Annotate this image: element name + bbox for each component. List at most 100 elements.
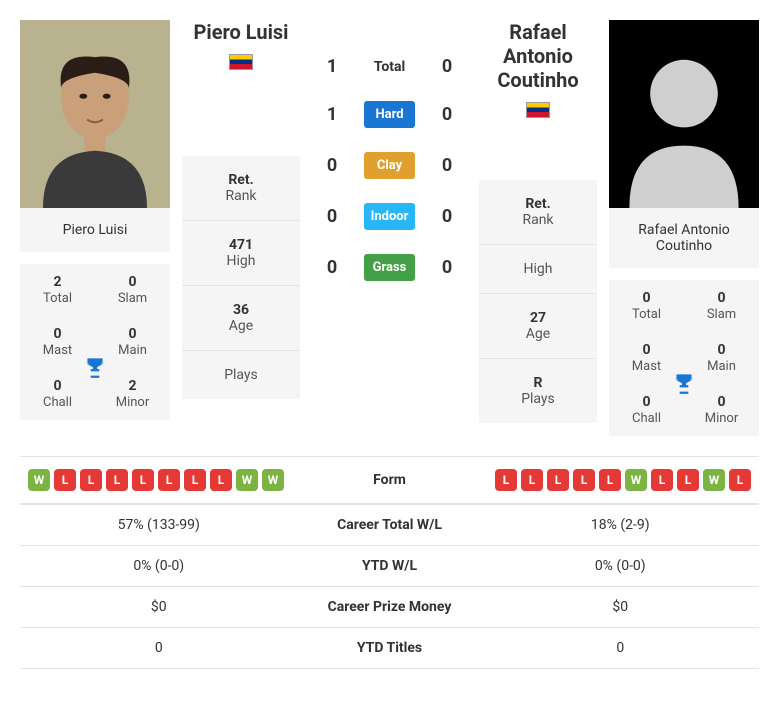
form-badge[interactable]: W: [625, 469, 647, 491]
p1-age-val: 36: [186, 302, 296, 318]
form-badge[interactable]: L: [729, 469, 751, 491]
h2h-row: 0Clay0: [312, 152, 467, 179]
p2-main-lbl: Main: [707, 359, 736, 374]
form-badge[interactable]: L: [521, 469, 543, 491]
player2-silhouette: [619, 39, 749, 208]
h2h-p1-score: 0: [312, 257, 352, 278]
p2-age-val: 27: [483, 310, 593, 326]
form-badge[interactable]: W: [28, 469, 50, 491]
h2h-row: 0 Indoor 0: [312, 203, 467, 230]
stat-label: YTD W/L: [290, 558, 490, 574]
player1-titles: 2Total 0Slam 0Mast 0Main 0Chall 2Minor: [20, 264, 170, 420]
p2-mast-val: 0: [613, 342, 680, 358]
player1-heading: Piero Luisi: [182, 20, 300, 44]
p1-age-lbl: Age: [229, 318, 253, 334]
form-badge[interactable]: L: [106, 469, 128, 491]
form-badge[interactable]: L: [158, 469, 180, 491]
p1-chall-val: 0: [24, 378, 91, 394]
stat-label: Career Prize Money: [290, 599, 490, 615]
player1-name: Piero Luisi: [20, 208, 170, 252]
stat-row: 0% (0-0)YTD W/L0% (0-0): [20, 546, 759, 587]
form-badge[interactable]: W: [262, 469, 284, 491]
player1-header: Piero Luisi Ret.Rank 471High 36Age Plays: [182, 20, 300, 399]
form-badge[interactable]: L: [495, 469, 517, 491]
h2h-row: 1 Total 0: [312, 56, 467, 77]
p1-high-val: 471: [186, 237, 296, 253]
player2-name: Rafael Antonio Coutinho: [609, 208, 759, 268]
form-badge[interactable]: L: [80, 469, 102, 491]
p2-total-lbl: Total: [632, 307, 661, 322]
form-badge[interactable]: L: [54, 469, 76, 491]
p2-plays-val: R: [483, 375, 593, 391]
p2-plays-lbl: Plays: [521, 391, 555, 407]
player1-rank-card: Ret.Rank 471High 36Age Plays: [182, 156, 300, 399]
form-badge[interactable]: L: [651, 469, 673, 491]
h2h-p2-score: 0: [427, 257, 467, 278]
p2-rank-lbl: Rank: [522, 212, 553, 228]
form-badge[interactable]: W: [703, 469, 725, 491]
p1-slam-val: 0: [99, 274, 166, 290]
player2-heading: Rafael Antonio Coutinho: [479, 20, 597, 92]
stat-row: 57% (133-99)Career Total W/L18% (2-9): [20, 504, 759, 546]
player1-flag-icon: [229, 54, 253, 70]
p2-age-lbl: Age: [526, 326, 550, 342]
p1-total-val: 2: [24, 274, 91, 290]
form-badge[interactable]: L: [599, 469, 621, 491]
h2h-p2-score: 0: [427, 206, 467, 227]
form-badge[interactable]: W: [236, 469, 258, 491]
p1-main-val: 0: [99, 326, 166, 342]
p1-mast-val: 0: [24, 326, 91, 342]
p1-main-lbl: Main: [118, 343, 147, 358]
h2h-p1-score: 1: [312, 56, 352, 77]
stat-p2: $0: [490, 599, 752, 615]
p1-chall-lbl: Chall: [43, 395, 72, 410]
p2-form: LLLLLWLLWL: [490, 469, 752, 491]
stats-table: WLLLLLLLWW Form LLLLLWLLWL 57% (133-99)C…: [20, 456, 759, 669]
p2-high-lbl: High: [524, 261, 553, 277]
p1-minor-lbl: Minor: [116, 395, 150, 410]
form-label: Form: [290, 472, 490, 488]
p2-ret: Ret.: [483, 196, 593, 212]
form-badge[interactable]: L: [210, 469, 232, 491]
p1-slam-lbl: Slam: [118, 291, 147, 306]
p2-slam-val: 0: [688, 290, 755, 306]
h2h-row: 1 Hard 0: [312, 101, 467, 128]
player2-column: Rafael Antonio Coutinho 0Total 0Slam 0Ma…: [609, 20, 759, 436]
form-badge[interactable]: L: [677, 469, 699, 491]
stat-label: YTD Titles: [290, 640, 490, 656]
p1-rank-lbl: Rank: [225, 188, 256, 204]
p2-minor-lbl: Minor: [705, 411, 739, 426]
p2-minor-val: 0: [688, 394, 755, 410]
form-badge[interactable]: L: [547, 469, 569, 491]
stat-row: $0Career Prize Money$0: [20, 587, 759, 628]
p1-total-lbl: Total: [43, 291, 72, 306]
player2-titles: 0Total 0Slam 0Mast 0Main 0Chall 0Minor: [609, 280, 759, 436]
stat-p2: 0: [490, 640, 752, 656]
h2h-p2-score: 0: [427, 155, 467, 176]
p2-chall-lbl: Chall: [632, 411, 661, 426]
player2-photo: [609, 20, 759, 208]
surface-label: Total: [364, 59, 415, 75]
stat-p2: 18% (2-9): [490, 517, 752, 533]
player1-photo: [20, 20, 170, 208]
stat-p1: $0: [28, 599, 290, 615]
h2h-p1-score: 0: [312, 206, 352, 227]
surface-label: Hard: [364, 101, 415, 128]
stat-p2: 0% (0-0): [490, 558, 752, 574]
surface-label: Indoor: [364, 203, 415, 230]
stat-p1: 57% (133-99): [28, 517, 290, 533]
p1-mast-lbl: Mast: [43, 343, 72, 358]
p1-ret: Ret.: [186, 172, 296, 188]
surface-label: Clay: [364, 152, 415, 179]
player2-flag-icon: [526, 102, 550, 118]
form-badge[interactable]: L: [573, 469, 595, 491]
form-badge[interactable]: L: [132, 469, 154, 491]
h2h-p1-score: 1: [312, 104, 352, 125]
p1-minor-val: 2: [99, 378, 166, 394]
h2h-p2-score: 0: [427, 104, 467, 125]
p1-plays-lbl: Plays: [224, 367, 258, 383]
form-badge[interactable]: L: [184, 469, 206, 491]
h2h-p2-score: 0: [427, 56, 467, 77]
player2-rank-card: Ret.Rank High 27Age RPlays: [479, 180, 597, 423]
p2-slam-lbl: Slam: [707, 307, 736, 322]
